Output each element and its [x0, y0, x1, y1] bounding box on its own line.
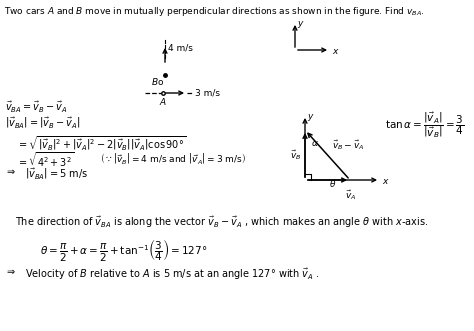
Text: The direction of $\vec{v}_{BA}$ is along the vector $\vec{v}_B-\vec{v}_A$ , whic: The direction of $\vec{v}_{BA}$ is along…: [15, 215, 428, 230]
Text: $\theta=\dfrac{\pi}{2}+\alpha=\dfrac{\pi}{2}+\tan^{-1}\!\left(\dfrac{3}{4}\right: $\theta=\dfrac{\pi}{2}+\alpha=\dfrac{\pi…: [40, 237, 207, 263]
Text: $\tan\alpha=\dfrac{\left|\vec{v}_A\right|}{\left|\vec{v}_B\right|}=\dfrac{3}{4}$: $\tan\alpha=\dfrac{\left|\vec{v}_A\right…: [385, 110, 465, 140]
Text: $\left(\because\left|\vec{v}_B\right|=4\ \mathrm{m/s\ and}\ \left|\vec{v}_A\righ: $\left(\because\left|\vec{v}_B\right|=4\…: [100, 151, 246, 166]
Text: $\theta$: $\theta$: [328, 178, 336, 189]
Text: $x$: $x$: [332, 46, 340, 56]
Text: $\vec{v}_B-\vec{v}_A$: $\vec{v}_B-\vec{v}_A$: [332, 138, 365, 152]
Text: $A$: $A$: [159, 96, 167, 107]
Text: Velocity of $B$ relative to $A$ is 5 m/s at an angle 127° with $\vec{v}_A$ .: Velocity of $B$ relative to $A$ is 5 m/s…: [25, 267, 320, 282]
Text: $y$: $y$: [297, 19, 305, 30]
Text: $x$: $x$: [382, 176, 390, 185]
Text: $\vec{v}_A$: $\vec{v}_A$: [346, 188, 356, 202]
Text: $\vec{v}_B$: $\vec{v}_B$: [290, 148, 301, 162]
Text: $\left|\vec{v}_{BA}\right|=5\ \mathrm{m/s}$: $\left|\vec{v}_{BA}\right|=5\ \mathrm{m/…: [25, 167, 88, 182]
Text: $\Rightarrow$: $\Rightarrow$: [5, 167, 17, 177]
Text: $=\sqrt{\left|\vec{v}_B\right|^2+\left|\vec{v}_A\right|^2-2\left|\vec{v}_B\right: $=\sqrt{\left|\vec{v}_B\right|^2+\left|\…: [17, 134, 186, 152]
Text: $=\sqrt{4^2+3^2}$: $=\sqrt{4^2+3^2}$: [17, 151, 74, 169]
Text: $\Rightarrow$: $\Rightarrow$: [5, 267, 17, 277]
Text: $B$o: $B$o: [151, 76, 164, 87]
Text: 3 m/s: 3 m/s: [195, 88, 220, 98]
Text: $\alpha$: $\alpha$: [311, 139, 319, 148]
Text: $y$: $y$: [307, 112, 315, 123]
Text: 4 m/s: 4 m/s: [168, 43, 193, 53]
Text: Two cars $A$ and $B$ move in mutually perpendicular directions as shown in the f: Two cars $A$ and $B$ move in mutually pe…: [4, 5, 425, 18]
Text: $\vec{v}_{BA}=\vec{v}_B-\vec{v}_A$: $\vec{v}_{BA}=\vec{v}_B-\vec{v}_A$: [5, 100, 67, 115]
Text: $\left|\vec{v}_{BA}\right|=\left|\vec{v}_B-\vec{v}_A\right|$: $\left|\vec{v}_{BA}\right|=\left|\vec{v}…: [5, 116, 80, 131]
